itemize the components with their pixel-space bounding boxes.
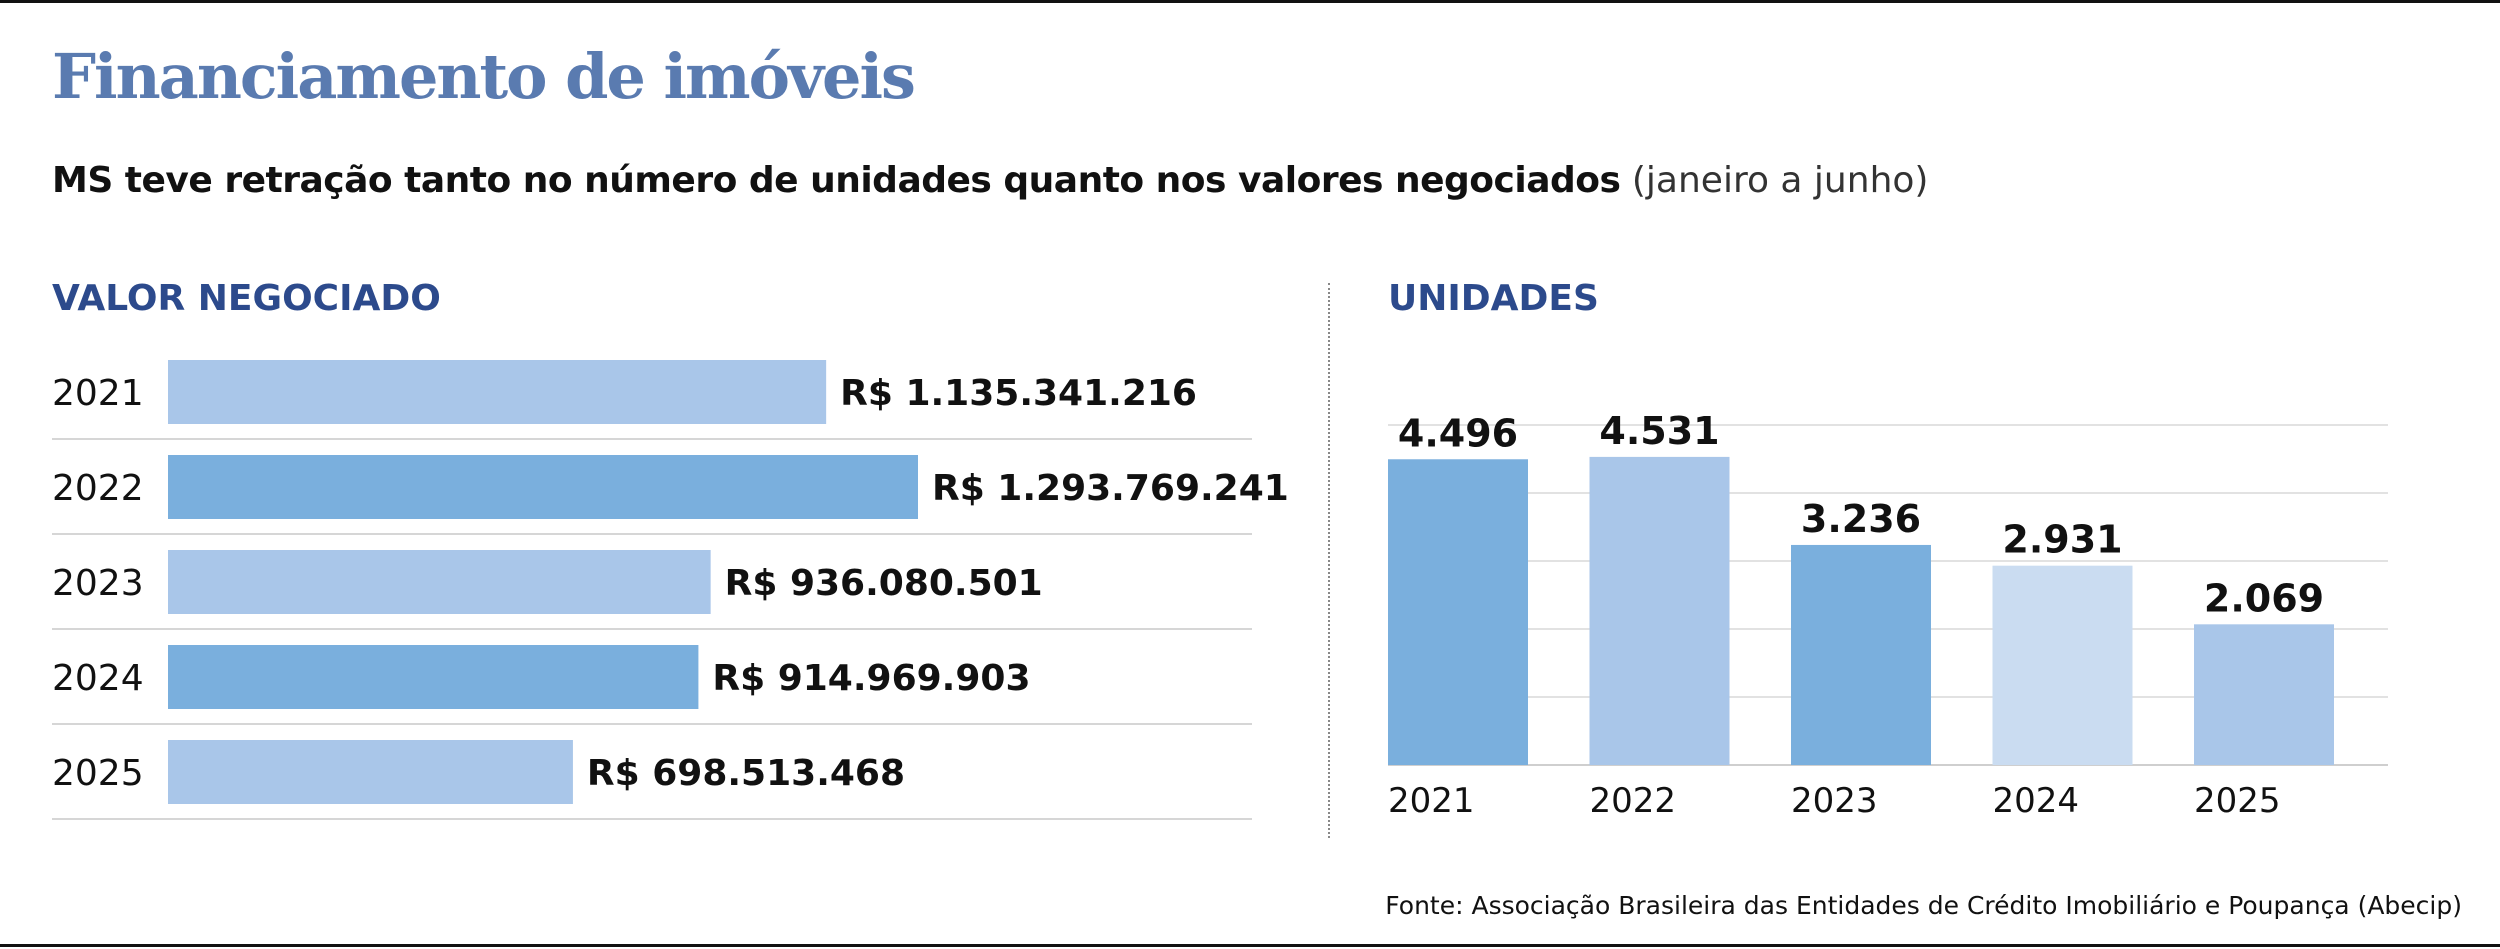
value-bar [168, 740, 573, 804]
value-bar [168, 360, 827, 424]
value-label: R$ 1.135.341.216 [840, 373, 1197, 414]
row-separator [52, 533, 1252, 535]
value-label: R$ 698.513.468 [587, 753, 905, 794]
unit-bar [1791, 544, 1931, 765]
subtitle-period: (janeiro a junho) [1631, 160, 1929, 201]
unidades-title: UNIDADES [1388, 278, 1599, 319]
unidades-chart: 4.496 2021 4.531 2022 3.236 2023 2.931 2024 2.06… [1388, 409, 2388, 821]
chart-divider [1328, 283, 1330, 838]
year-label: 2021 [1388, 781, 1475, 821]
top-rule [0, 0, 2500, 3]
unit-bar [2194, 624, 2334, 765]
value-bar [168, 455, 918, 519]
gridline [1388, 424, 2388, 426]
value-label: 2.069 [2204, 576, 2324, 620]
value-label: R$ 936.080.501 [725, 563, 1043, 604]
source-note: Fonte: Associação Brasileira das Entidad… [1385, 891, 2462, 920]
year-label: 2025 [2194, 781, 2281, 821]
year-label: 2025 [52, 753, 144, 794]
value-label: 3.236 [1801, 497, 1921, 541]
year-label: 2022 [52, 468, 144, 509]
value-label: 4.531 [1599, 409, 1719, 453]
valor-negociado-title: VALOR NEGOCIADO [52, 278, 441, 319]
value-bar [168, 550, 711, 614]
year-label: 2024 [1993, 781, 2080, 821]
value-bar [168, 645, 699, 709]
value-label: 4.496 [1398, 411, 1518, 455]
year-label: 2023 [52, 563, 144, 604]
valor-negociado-chart: 2021 R$ 1.135.341.216 2022 R$ 1.293.769.241… [52, 360, 1289, 820]
subtitle-main: MS teve retração tanto no número de unid… [52, 160, 1621, 201]
value-label: 2.931 [2002, 518, 2122, 562]
row-separator [52, 628, 1252, 630]
page-title: Financiamento de imóveis [52, 40, 916, 113]
unit-bar [1388, 459, 1528, 765]
gridline [1388, 492, 2388, 494]
value-label: R$ 914.969.903 [712, 658, 1030, 699]
year-label: 2021 [52, 373, 144, 414]
unit-bar [1589, 456, 1730, 765]
row-separator [52, 723, 1252, 725]
year-label: 2024 [52, 658, 144, 699]
bottom-rule [0, 944, 2500, 947]
year-label: 2023 [1791, 781, 1878, 821]
row-separator [52, 438, 1252, 440]
year-label: 2022 [1590, 781, 1677, 821]
unit-bar [1992, 565, 2133, 765]
value-label: R$ 1.293.769.241 [932, 468, 1289, 509]
page-subtitle: MS teve retração tanto no número de unid… [52, 160, 1928, 201]
row-separator [52, 818, 1252, 820]
